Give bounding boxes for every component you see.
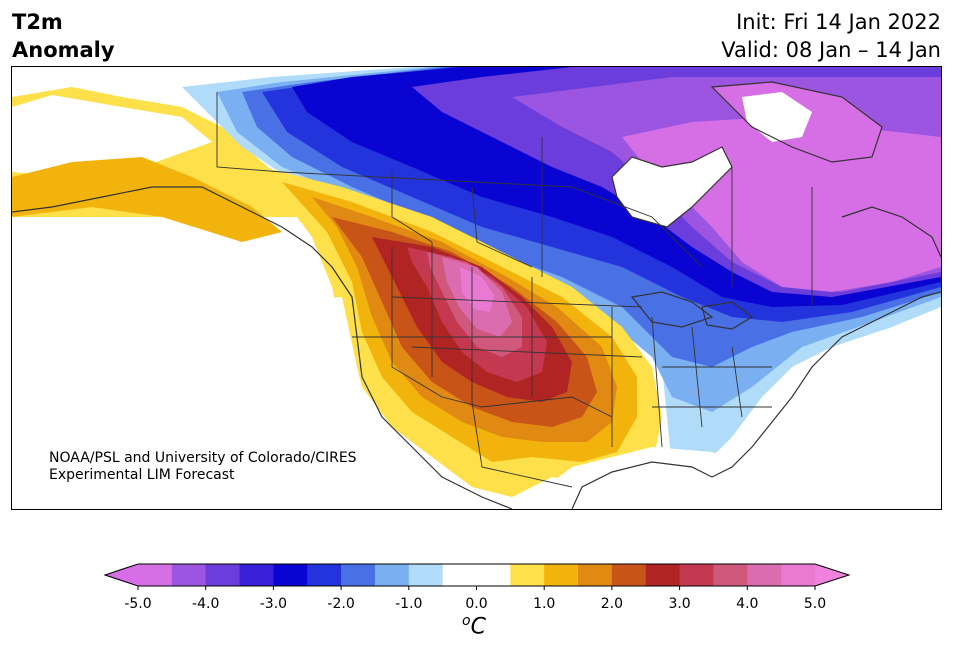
colorbar-swatch: [477, 564, 511, 586]
colorbar-tick-label: 4.0: [736, 596, 758, 611]
map-title: T2m Anomaly: [12, 8, 115, 64]
credit-line-1: NOAA/PSL and University of Colorado/CIRE…: [49, 450, 357, 467]
anomaly-map: [11, 66, 942, 510]
title-line-2: Anomaly: [12, 36, 115, 64]
colorbar-swatch: [781, 564, 815, 586]
colorbar-swatch: [646, 564, 680, 586]
forecast-dates: Init: Fri 14 Jan 2022 Valid: 08 Jan – 14…: [721, 8, 941, 64]
colorbar-swatch: [240, 564, 274, 586]
colorbar-over-triangle: [815, 564, 849, 586]
credit-text: NOAA/PSL and University of Colorado/CIRE…: [49, 450, 357, 484]
init-date: Init: Fri 14 Jan 2022: [721, 8, 941, 36]
colorbar-swatch: [273, 564, 307, 586]
colorbar-tick-label: 1.0: [533, 596, 555, 611]
colorbar-swatch: [510, 564, 544, 586]
colorbar-unit: oC: [462, 613, 486, 639]
colorbar-swatch: [138, 564, 172, 586]
colorbar-tick-label: 3.0: [668, 596, 690, 611]
colorbar-swatch: [578, 564, 612, 586]
colorbar-tick-label: -3.0: [260, 596, 287, 611]
colorbar-swatch: [375, 564, 409, 586]
unit-superscript: o: [462, 613, 471, 629]
colorbar-swatch: [206, 564, 240, 586]
colorbar-swatch: [409, 564, 443, 586]
colorbar-swatch: [544, 564, 578, 586]
colorbar-tick-label: -2.0: [327, 596, 354, 611]
colorbar-under-triangle: [105, 564, 138, 586]
colorbar-tick-label: -1.0: [395, 596, 422, 611]
colorbar-tick-label: -4.0: [192, 596, 219, 611]
colorbar-swatch: [341, 564, 375, 586]
colorbar-tick-label: 2.0: [601, 596, 623, 611]
colorbar-swatch: [680, 564, 714, 586]
map-canvas: [12, 67, 941, 509]
colorbar: -5.0 -4.0 -3.0 -2.0 -1.0 0.0 1.0 2.0 3.0 4.0 5.0: [104, 563, 856, 615]
colorbar-swatch: [747, 564, 781, 586]
unit-base: C: [471, 614, 486, 639]
colorbar-tick-label: -5.0: [124, 596, 151, 611]
colorbar-swatch: [443, 564, 477, 586]
valid-dates: Valid: 08 Jan – 14 Jan: [721, 36, 941, 64]
colorbar-swatch: [612, 564, 646, 586]
title-line-1: T2m: [12, 8, 115, 36]
colorbar-swatch: [713, 564, 747, 586]
colorbar-svg: -5.0 -4.0 -3.0 -2.0 -1.0 0.0 1.0 2.0 3.0 4.0 5.0: [104, 563, 856, 611]
credit-line-2: Experimental LIM Forecast: [49, 467, 357, 484]
colorbar-swatch: [172, 564, 206, 586]
colorbar-swatch: [307, 564, 341, 586]
colorbar-tick-label: 5.0: [804, 596, 826, 611]
colorbar-tick-label: 0.0: [465, 596, 487, 611]
